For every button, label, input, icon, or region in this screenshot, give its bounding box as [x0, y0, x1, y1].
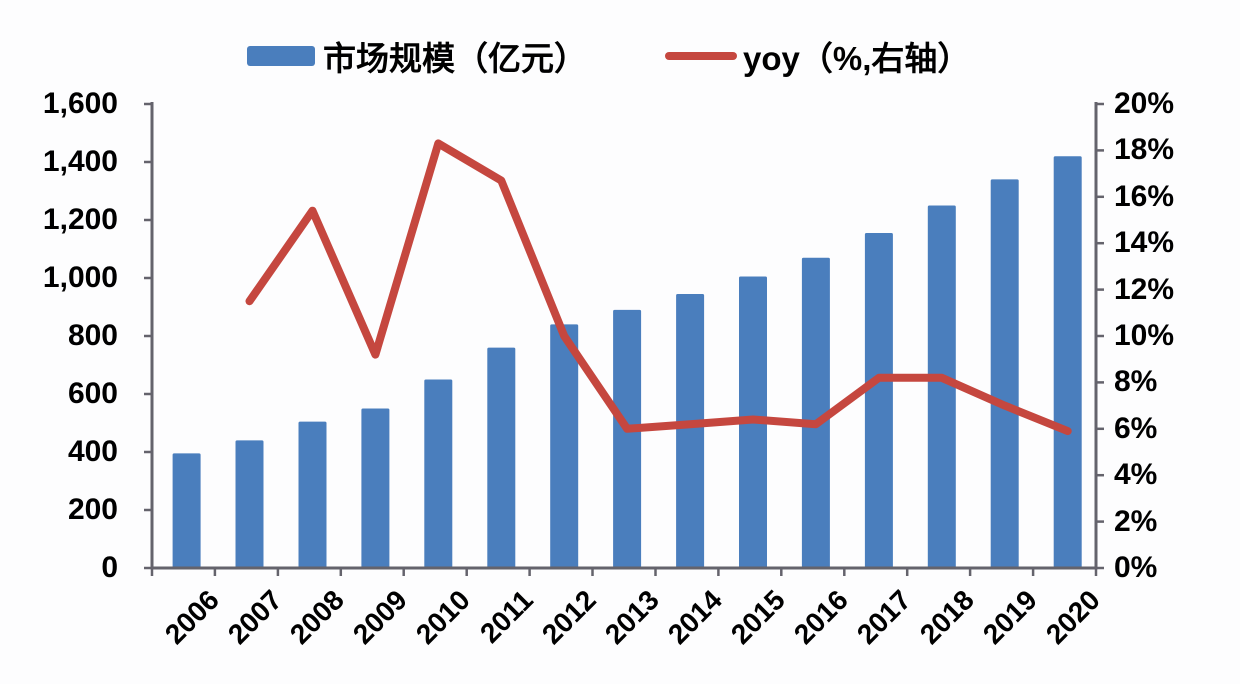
bar-2013: [613, 309, 642, 568]
bar-2007: [235, 440, 264, 568]
bar-2019: [990, 179, 1019, 568]
bar-2018: [927, 205, 956, 568]
legend: 市场规模（亿元） yoy（%,右轴）: [0, 16, 1240, 77]
left-axis-tick-label: 200: [67, 493, 118, 526]
left-axis-tick-label: 1,600: [42, 87, 118, 120]
right-axis-tick-label: 10%: [1114, 319, 1175, 352]
yoy-line: [245, 139, 1072, 436]
right-axis-tick-label: 18%: [1114, 133, 1175, 167]
bar-swatch-icon: [247, 46, 315, 66]
legend-label-yoy: yoy（%,右轴）: [743, 40, 971, 77]
right-axis-tick-label: 4%: [1114, 458, 1158, 492]
bar-2006: [172, 453, 201, 568]
bar-2014: [676, 294, 705, 568]
left-axis-tick-label: 1,000: [42, 261, 118, 294]
right-axis-tick-label: 12%: [1114, 272, 1175, 306]
left-axis-tick-label: 600: [67, 377, 118, 410]
left-axis-tick-label: 800: [67, 319, 118, 352]
bar-2011: [487, 347, 516, 568]
bar-2017: [864, 233, 893, 568]
right-axis-tick-label: 20%: [1114, 87, 1175, 120]
left-axis-tick-label: 1,400: [42, 145, 118, 178]
legend-item-yoy: yoy（%,右轴）: [665, 32, 970, 80]
legend-label-market-size: 市场规模（亿元）: [323, 40, 587, 77]
legend-item-market-size: 市场规模（亿元）: [247, 32, 587, 80]
bar-2009: [361, 408, 390, 568]
right-axis-tick-label: 8%: [1114, 365, 1158, 399]
bar-2016: [801, 257, 830, 568]
right-axis-tick-label: 2%: [1114, 504, 1158, 538]
bar-2008: [298, 421, 327, 568]
bar-2020: [1053, 156, 1082, 568]
left-axis-tick-label: 0: [101, 551, 118, 584]
left-axis-tick-label: 1,200: [42, 203, 118, 236]
bar-2010: [424, 379, 453, 568]
bar-2012: [550, 324, 579, 568]
right-axis-tick-label: 0%: [1114, 551, 1158, 584]
right-axis-tick-label: 14%: [1114, 226, 1175, 260]
line-swatch-icon: [665, 52, 737, 60]
right-axis-tick-label: 16%: [1114, 179, 1175, 213]
left-axis-tick-label: 400: [67, 435, 118, 468]
right-axis-tick-label: 6%: [1114, 411, 1158, 445]
